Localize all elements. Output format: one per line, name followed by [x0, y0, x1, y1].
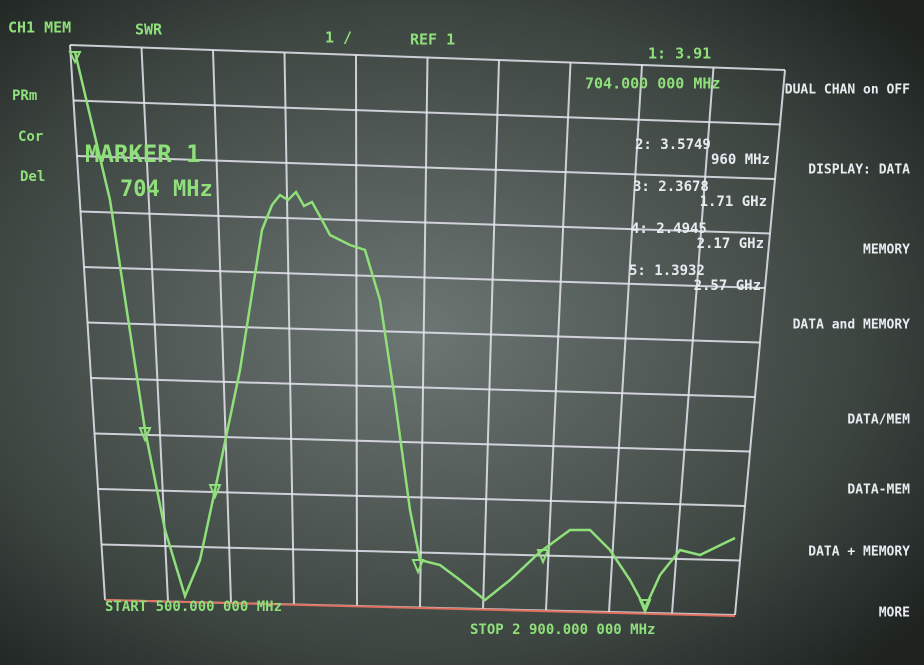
grid-line [87, 321, 761, 344]
ref: REF 1 [410, 31, 455, 49]
grid-line [671, 67, 715, 614]
marker-entry-freq: 1.71 GHz [700, 194, 767, 210]
softkey[interactable]: DATA-MEM [847, 483, 910, 498]
grid-line [97, 488, 746, 507]
grid-line [94, 432, 751, 453]
marker-value: 1: 3.91 [648, 45, 711, 63]
marker-entry-value: 5: 1.3932 [629, 263, 705, 279]
marker-entry-freq: 2.17 GHz [697, 236, 764, 252]
marker-entry-value: 4: 2.4945 [631, 221, 707, 237]
softkey[interactable]: DUAL CHAN on OFF [785, 83, 910, 98]
softkey[interactable]: DATA + MEMORY [808, 545, 910, 560]
grid-line [482, 59, 500, 610]
format: SWR [135, 21, 163, 39]
marker-freq-big: 704 MHz [120, 177, 213, 202]
grid-line [101, 543, 741, 562]
grid-line [734, 69, 786, 616]
softkey[interactable]: DATA/MEM [847, 413, 910, 428]
marker-entry-value: 2: 3.5749 [635, 137, 711, 153]
softkey[interactable]: DISPLAY: DATA [808, 163, 910, 178]
grid-line [545, 62, 572, 611]
grid-line [90, 377, 756, 398]
start-freq: START 500.000 000 MHz [105, 599, 282, 615]
grid-line [608, 64, 643, 613]
softkey[interactable]: MEMORY [863, 243, 910, 258]
marker-entry-freq: 960 MHz [711, 152, 770, 168]
marker-symbols [68, 51, 652, 615]
marker-freq: 704.000 000 MHz [585, 75, 720, 93]
stop-freq: STOP 2 900.000 000 MHz [470, 622, 655, 638]
scale: 1 / [325, 29, 352, 47]
trace [73, 51, 736, 611]
baseline [104, 599, 736, 617]
softkey[interactable]: MORE [879, 606, 910, 621]
left-label: Del [20, 169, 45, 185]
marker-title: MARKER 1 [85, 140, 201, 168]
channel: CH1 MEM [8, 19, 71, 37]
softkey[interactable]: DATA and MEMORY [793, 318, 911, 333]
left-label: PRm [12, 88, 37, 104]
softkeys: DUAL CHAN on OFF DISPLAY: DATA MEMORY DATA … [785, 83, 910, 621]
left-label: Cor [18, 129, 43, 145]
marker-entry-freq: 2.57 GHz [694, 278, 761, 294]
marker-entry-value: 3: 2.3678 [633, 179, 709, 195]
